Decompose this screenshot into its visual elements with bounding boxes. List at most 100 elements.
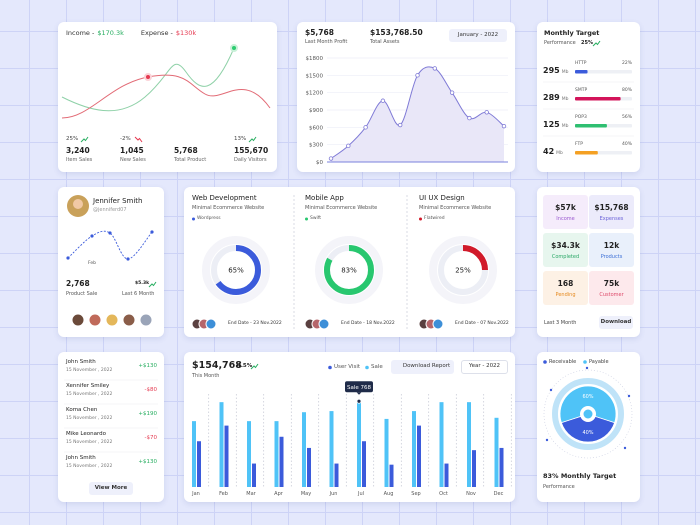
transaction-amount: -$80 [144,387,157,393]
percent-label: 80% [621,88,632,93]
legend-dot [365,365,369,370]
sales-total: $154,768 [192,360,242,371]
tag-dot [192,217,195,221]
sales-card: Jan Feb Mar Apr May Jun Jul Aug Sep Oct Nov Dec Sale… [184,352,515,502]
x-tick-label: Oct [439,491,448,497]
transaction-amount: +$130 [138,459,157,465]
period-dropdown: January - 2022 [449,29,507,42]
bar [357,401,361,487]
stat-label: Daily Visitors [234,157,267,163]
outer-dotted-ring [543,369,633,459]
size-value: 42 [543,147,555,156]
project-subtitle: Minimal Ecommerce Website [305,205,378,211]
stat-change: 25% [66,136,79,142]
expense-label: Expense - [140,29,173,37]
income-card: Income - $170.3k Expense - $130k 25% 3,240 Ite… [58,22,277,172]
tile-value: $15,768 [594,203,629,212]
x-tick-label: Jan [191,491,200,497]
view-more-button[interactable]: View More [89,482,133,495]
y-tick-label: $600 [309,125,323,131]
target-subtitle: Performance [543,484,575,490]
summary-tile: 75k Customer [589,271,634,305]
donut-label: 83% [341,267,357,275]
line-point [363,125,368,130]
summary-tile: $15,768 Expenses [589,195,634,229]
pie-label: 40% [582,430,593,436]
summary-period: Last 3 Month [544,320,577,326]
x-tick-label: Feb [219,491,228,497]
row-size: 295 Mb [543,66,568,75]
trend-arrow [134,136,143,143]
size-value: 295 [543,66,560,75]
bar [302,412,306,487]
tile-value: 168 [557,279,574,288]
card-canvas: Jan Feb Mar Apr May Jun Jul Aug Sep Oct Nov Dec Sale… [191,363,512,497]
donut-arc [211,245,261,295]
stat-label: Total Product [174,157,207,163]
line-point [449,90,455,95]
protocol-name: SMTP [575,88,588,93]
tile-value: $57k [555,203,576,212]
y-tick-label: $900 [309,108,323,114]
income-header: Income - $170.3k Expense - $130k [66,29,196,37]
card-canvas: 65% 83% 25% [191,195,497,330]
target-change: 25% [581,40,593,46]
bar [224,425,229,487]
pie-slice [559,385,617,424]
line-point [501,123,507,129]
expense-dot [144,73,152,81]
target-subtitle: Performance [544,40,576,46]
project-subtitle: Minimal Ecommerce Website [419,205,492,211]
x-tick-label: Jun [329,491,338,497]
legend-dot [543,360,547,364]
tile-label: Income [556,216,575,222]
team-avatar [139,313,153,327]
bar [307,447,311,487]
team-avatar [88,313,102,327]
bar [494,417,499,487]
trend-line [67,230,153,260]
sales-change: 4.5% [237,363,253,369]
project-tag: Wordpress [197,216,221,221]
row-size: 289 Mb [543,93,568,102]
legend-label: Payable [589,359,609,365]
line-point [380,98,386,103]
outer-ring [429,236,497,304]
profile-card: Jennifer Smith @jenniferd07 Feb 2,768 Produc… [58,187,164,337]
download-button[interactable]: Download [599,316,633,329]
size-value: 289 [543,93,560,102]
download-report-button[interactable]: Download Report [391,360,454,374]
card-canvas [61,44,271,143]
bar [575,70,588,74]
stat-change: 13% [234,136,247,142]
legend-dot [328,365,332,370]
projects-card: 65% 83% 25% Web Development Minimal Ecommerc… [184,187,515,337]
point-label: Feb [88,261,96,266]
bar [329,411,334,487]
card-canvas [543,40,634,155]
target-title: Monthly Target [544,29,600,37]
pie-label: 60% [582,394,593,400]
line-point [415,73,420,78]
bar [279,436,284,487]
year-dropdown[interactable]: Year - 2022 [461,360,508,374]
tile-label: Products [600,254,623,260]
growth-label: Last 6 Month [122,291,155,297]
transaction-date: 15 November , 2022 [66,464,113,469]
donut-label: 65% [228,267,244,275]
card-canvas: 40% 60% [543,360,633,459]
bar [575,97,621,101]
x-tick-label: Dec [494,491,504,497]
percent-label: 56% [621,115,632,120]
bar [197,441,201,487]
donut-arc [438,245,488,295]
tile-value: 75k [603,279,620,288]
x-tick-label: May [301,491,311,497]
decor-dot [627,394,631,398]
tile-label: Pending [555,292,576,298]
pie-slice [560,413,616,443]
size-value: 125 [543,120,560,129]
transactions-card: John Smith 15 November , 2022 +$130 Xennife… [58,352,164,502]
y-tick-label: $1500 [306,73,324,79]
